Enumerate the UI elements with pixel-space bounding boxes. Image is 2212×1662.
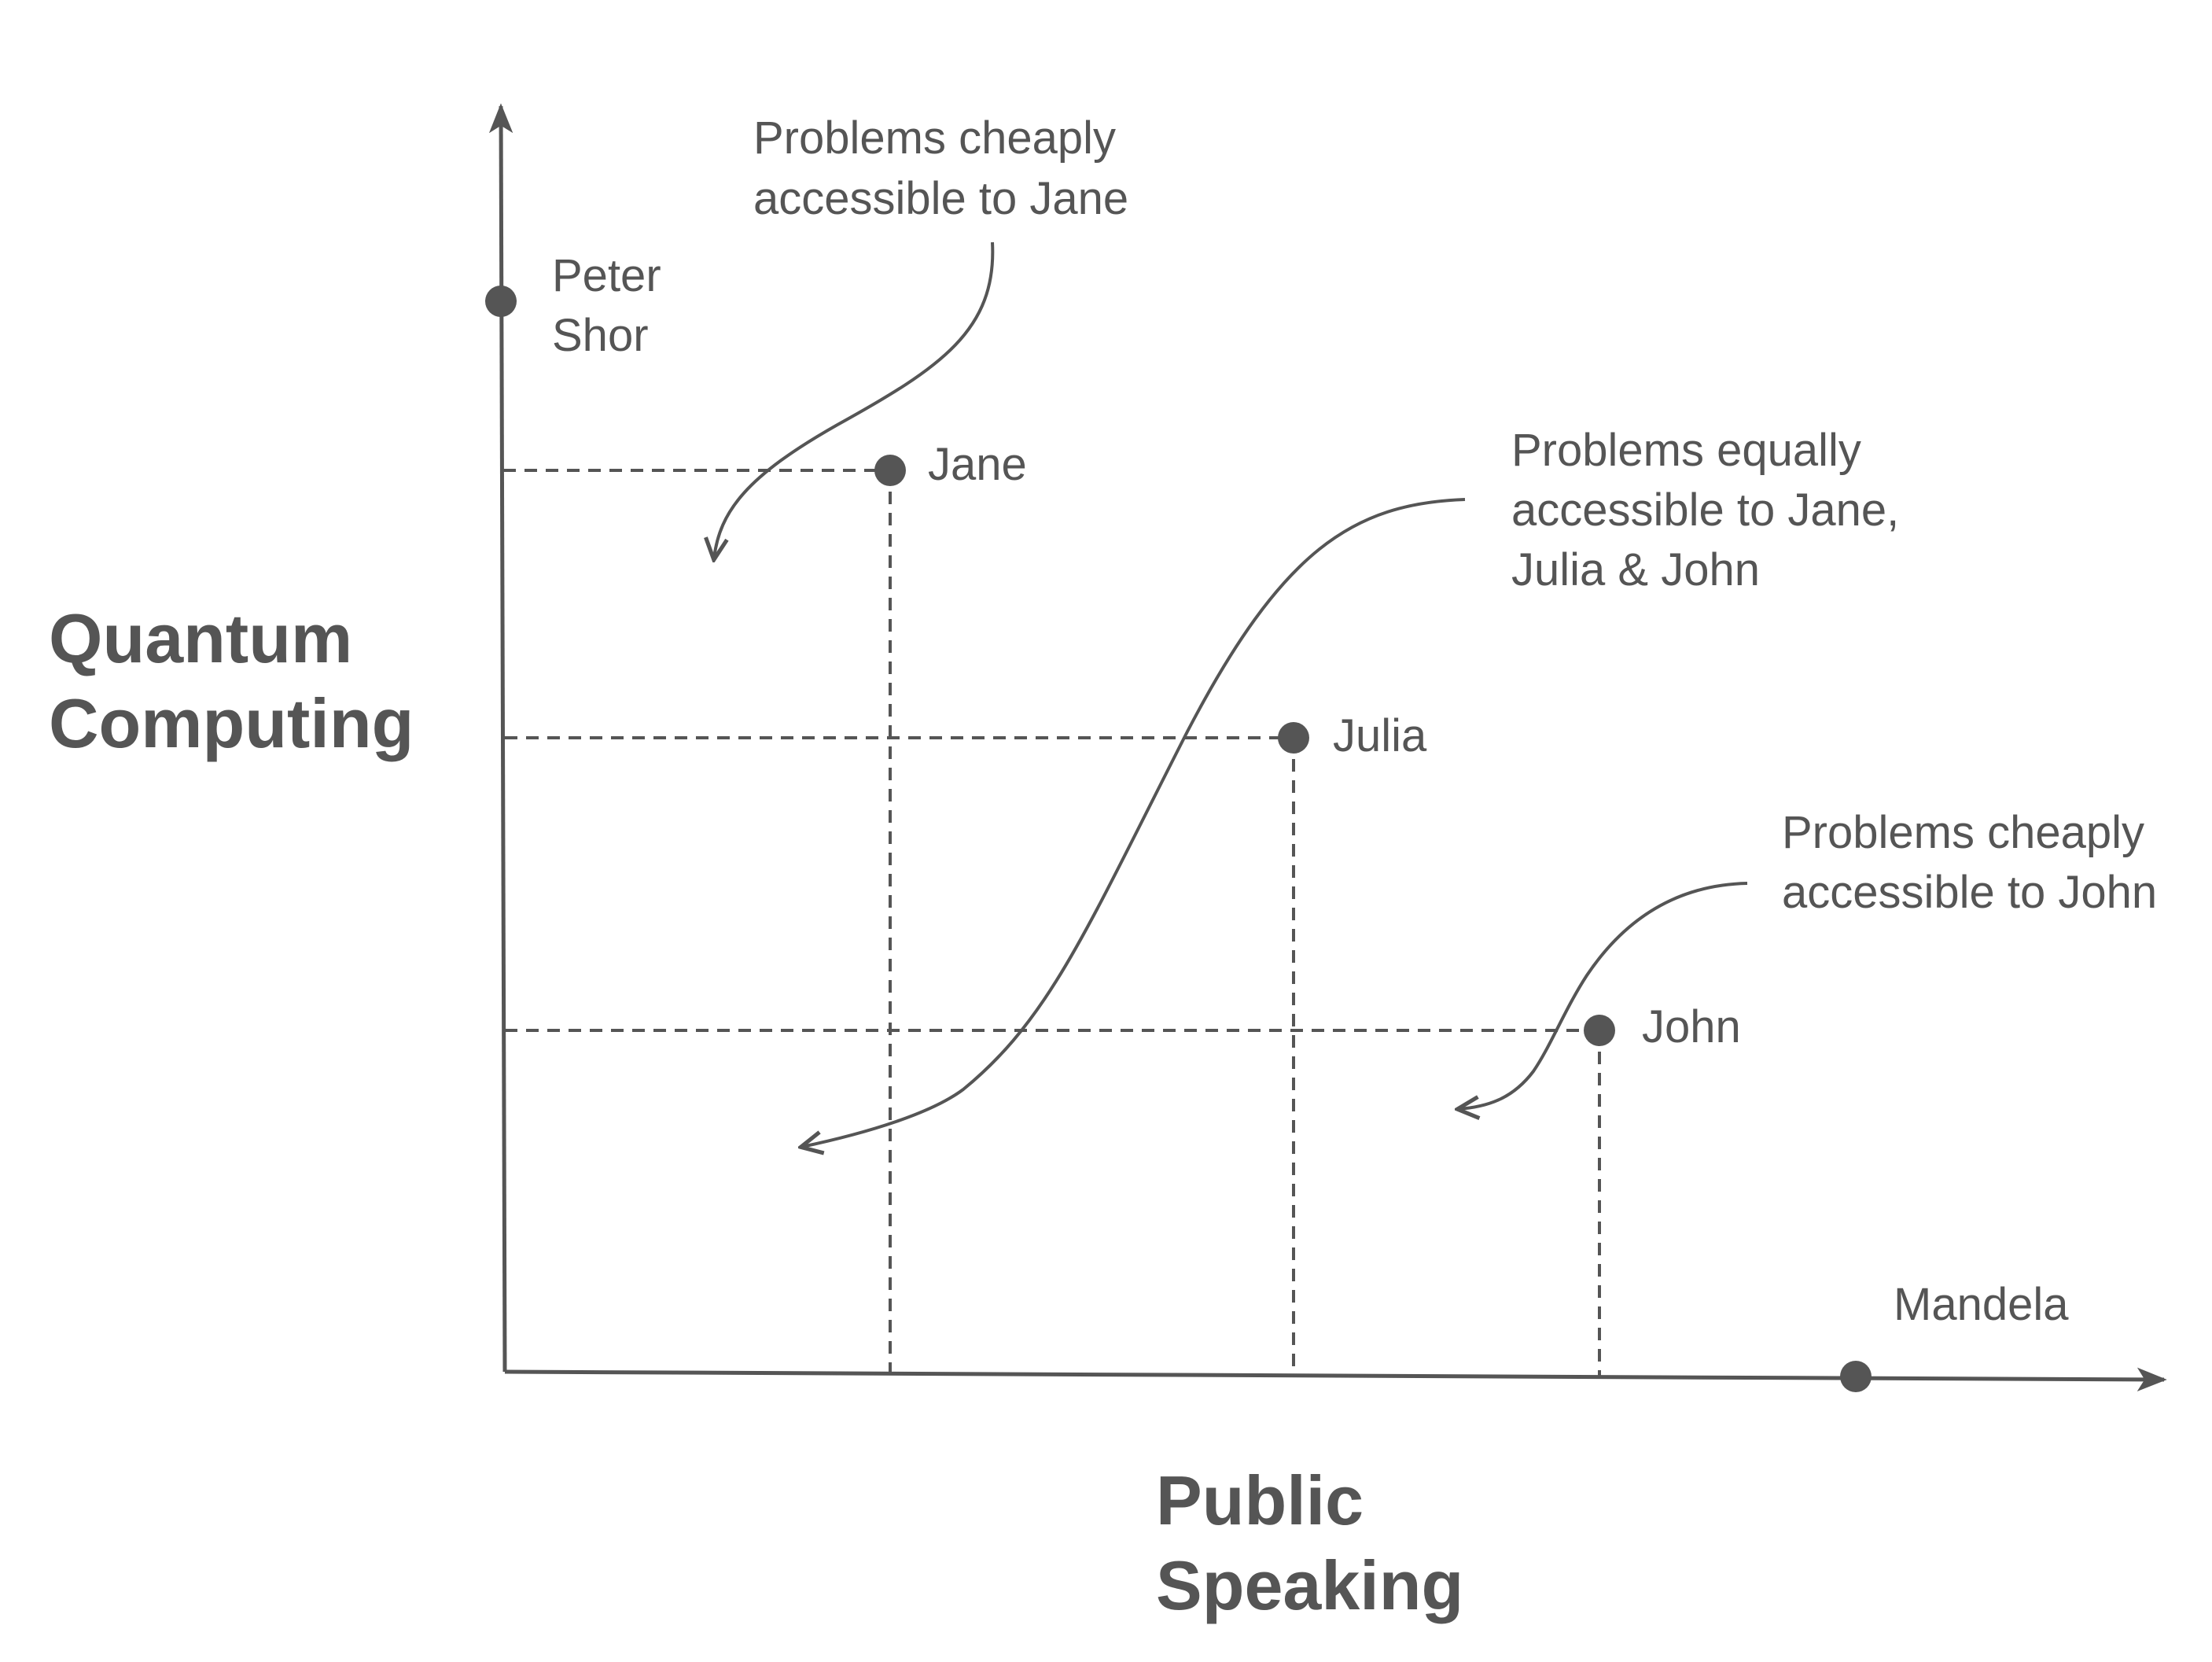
y-axis-line <box>488 103 513 1373</box>
x-axis-title-line1: Public <box>1156 1461 1364 1539</box>
equal-region-arrow <box>802 498 1466 1147</box>
john-region-arrow <box>1459 882 1748 1109</box>
equal-region-line2: accessible to Jane, <box>1511 485 1899 536</box>
peter-shor-label-line1: Peter <box>552 250 661 301</box>
axes <box>488 103 2167 1392</box>
mandela-label: Mandela <box>1894 1279 2069 1330</box>
john-label: John <box>1642 1001 1741 1052</box>
jane-label: Jane <box>928 439 1027 490</box>
john-point[interactable] <box>1584 1015 1615 1046</box>
equal-region-line3: Julia & John <box>1511 544 1760 595</box>
x-axis-line <box>504 1367 2167 1392</box>
peter-shor-point[interactable] <box>485 286 517 317</box>
jane-region-line2: accessible to Jane <box>753 173 1128 224</box>
y-axis-title-line2: Computing <box>49 684 414 762</box>
peter-shor-label-line2: Shor <box>552 310 649 361</box>
jane-point[interactable] <box>874 455 906 486</box>
julia-label: Julia <box>1333 710 1427 761</box>
region-annotations: Problems cheaply accessible to Jane Prob… <box>753 112 2157 918</box>
john-region-line1: Problems cheaply <box>1782 807 2144 858</box>
points <box>485 286 1872 1392</box>
point-labels: Peter Shor Jane Julia John Mandela <box>552 250 2069 1330</box>
y-axis-title-line1: Quantum <box>49 599 352 677</box>
mandela-point[interactable] <box>1840 1361 1872 1392</box>
equal-region-line1: Problems equally <box>1511 425 1861 476</box>
x-axis-title-line2: Speaking <box>1156 1546 1463 1624</box>
axis-titles: Quantum Computing Public Speaking <box>49 599 1463 1624</box>
guide-lines <box>503 469 1601 1376</box>
john-region-line2: accessible to John <box>1782 867 2157 918</box>
jane-region-arrow <box>714 241 995 558</box>
julia-point[interactable] <box>1278 722 1309 754</box>
jane-region-line1: Problems cheaply <box>753 112 1116 164</box>
annotation-arrows <box>714 241 1748 1147</box>
